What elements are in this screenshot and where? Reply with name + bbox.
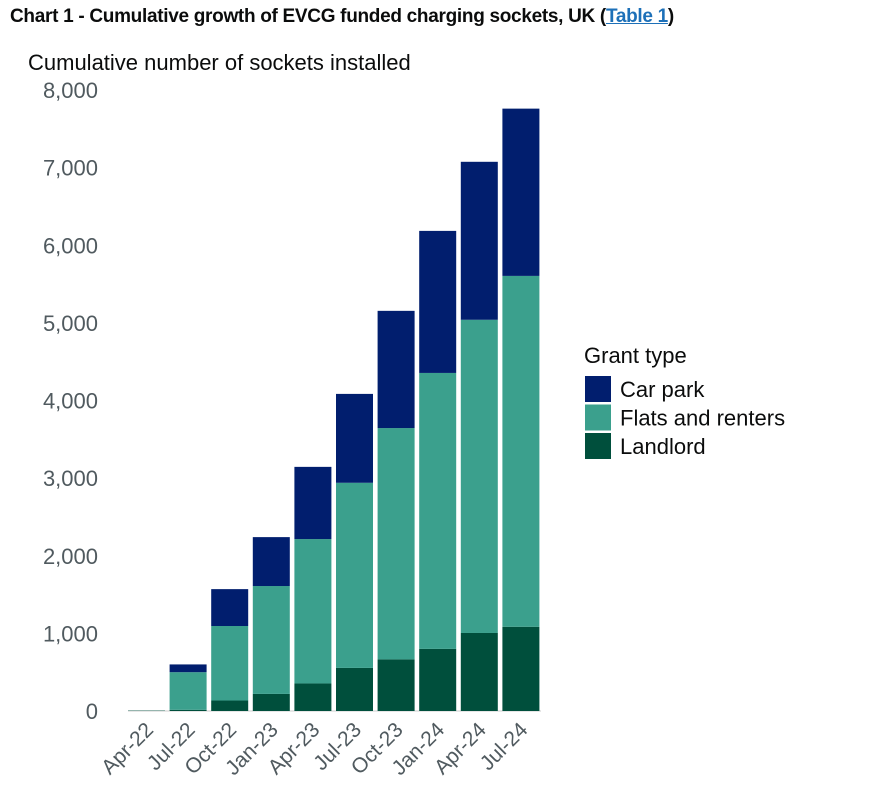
bar-car-park-Jul-22	[169, 664, 207, 673]
legend-swatch-landlord	[585, 433, 611, 459]
legend-title: Grant type	[584, 343, 687, 368]
legend-label: Car park	[620, 377, 705, 402]
bar-landlord-Apr-23	[294, 683, 332, 711]
chart-title-close: )	[667, 6, 674, 27]
bar-landlord-Jan-23	[252, 693, 290, 711]
bar-flats-and-renters-Jul-22	[169, 672, 207, 710]
bar-flats-and-renters-Jan-24	[419, 372, 457, 649]
y-tick-label: 1,000	[43, 621, 98, 646]
x-tick-label: Jul-24	[476, 718, 533, 775]
y-tick-label: 0	[86, 699, 98, 724]
bar-landlord-Jan-24	[419, 648, 457, 711]
legend-swatch-flats-and-renters	[585, 404, 611, 431]
chart-title-text: Chart 1 - Cumulative growth of EVCG fund…	[10, 6, 606, 27]
chart-title: Chart 1 - Cumulative growth of EVCG fund…	[10, 6, 674, 28]
y-tick-label: 5,000	[43, 311, 98, 336]
bar-car-park-Jan-23	[252, 537, 290, 587]
y-tick-label: 3,000	[43, 466, 98, 491]
legend-label: Landlord	[620, 434, 706, 459]
x-tick-label: Apr-22	[97, 718, 158, 779]
bar-car-park-Apr-23	[294, 466, 332, 540]
legend-label: Flats and renters	[620, 406, 785, 431]
bar-flats-and-renters-Jul-24	[502, 275, 540, 627]
bar-car-park-Jul-24	[502, 108, 540, 276]
bar-landlord-Jul-23	[336, 667, 373, 711]
bar-landlord-Apr-24	[460, 632, 498, 711]
y-tick-label: 2,000	[43, 544, 98, 569]
bar-car-park-Jan-24	[419, 230, 457, 373]
bar-landlord-Oct-22	[211, 700, 249, 711]
y-tick-label: 8,000	[43, 78, 98, 103]
bar-car-park-Jul-23	[336, 393, 373, 483]
bar-flats-and-renters-Apr-24	[460, 319, 498, 633]
bar-landlord-Jul-24	[502, 626, 540, 711]
y-axis-label: Cumulative number of sockets installed	[28, 50, 411, 75]
y-tick-label: 6,000	[43, 233, 98, 258]
table-1-link[interactable]: Table 1	[605, 6, 668, 27]
bar-landlord-Jul-22	[169, 709, 207, 711]
bar-flats-and-renters-Apr-23	[294, 539, 332, 684]
bar-flats-and-renters-Oct-22	[211, 626, 249, 701]
bar-car-park-Apr-24	[460, 161, 498, 320]
bar-landlord-Oct-23	[377, 659, 415, 711]
bar-car-park-Oct-23	[377, 310, 415, 429]
bar-flats-and-renters-Jan-23	[252, 586, 290, 694]
y-tick-label: 7,000	[43, 156, 98, 181]
bar-car-park-Oct-22	[211, 589, 249, 627]
legend-swatch-car-park	[585, 376, 611, 402]
y-tick-label: 4,000	[43, 389, 98, 414]
bar-flats-and-renters-Jul-23	[336, 482, 373, 668]
bar-flats-and-renters-Oct-23	[377, 428, 415, 660]
